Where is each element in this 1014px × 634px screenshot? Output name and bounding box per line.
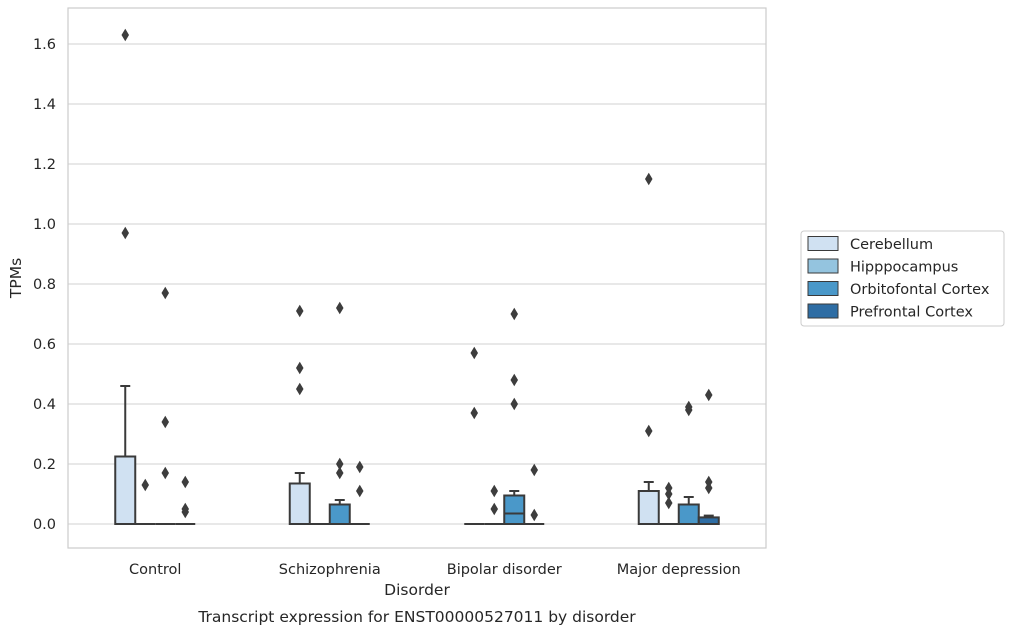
outlier-point — [295, 304, 304, 318]
outlier-point — [470, 346, 479, 360]
box-body — [677, 503, 700, 525]
outlier-point — [684, 400, 693, 414]
outlier-point — [510, 397, 519, 411]
legend: Cerebellum Hipppocampus Orbitofontal Corte… — [800, 230, 1005, 327]
grid-lines — [68, 43, 766, 525]
outlier-point — [704, 388, 713, 402]
box-1-3 — [658, 481, 679, 525]
outlier-point — [141, 478, 150, 492]
y-axis-label: TPMs — [7, 258, 25, 299]
outlier-point — [510, 373, 519, 387]
box-3-0 — [175, 475, 196, 525]
y-tick-label: 0.2 — [33, 457, 56, 473]
box-1-2 — [484, 484, 505, 525]
box-body — [637, 490, 660, 525]
y-tick-label: 1.0 — [33, 217, 56, 233]
box-0-0 — [114, 28, 137, 525]
outlier-point — [181, 502, 190, 516]
box-1-0 — [135, 478, 156, 525]
legend-label: Hipppocampus — [850, 260, 958, 276]
outlier-point — [161, 286, 170, 300]
box-2-1 — [328, 301, 351, 525]
x-tick-label: Bipolar disorder — [447, 562, 562, 578]
outlier-point — [121, 226, 130, 240]
y-tick-label: 0.8 — [33, 277, 56, 293]
outlier-point — [704, 475, 713, 489]
outlier-point — [355, 484, 364, 498]
x-tick-label: Control — [129, 562, 181, 578]
outlier-point — [664, 496, 673, 510]
outlier-point — [470, 406, 479, 420]
box-body — [288, 482, 311, 525]
y-axis-ticks: 0.0 0.2 0.4 0.6 0.8 1.0 1.2 1.4 1.6 — [33, 37, 56, 533]
box-0-2 — [464, 346, 485, 525]
x-tick-label: Major depression — [617, 562, 741, 578]
legend-swatch — [807, 258, 839, 274]
outlier-point — [335, 466, 344, 480]
outlier-point — [295, 382, 304, 396]
outlier-point — [510, 307, 519, 321]
box-3-1 — [349, 460, 370, 525]
outlier-point — [490, 502, 499, 516]
y-tick-label: 0.0 — [33, 517, 56, 533]
outlier-point — [295, 361, 304, 375]
box-2-2 — [503, 307, 526, 525]
y-tick-label: 1.6 — [33, 37, 56, 53]
legend-frame — [800, 230, 1005, 327]
box-3-3 — [697, 388, 720, 526]
box-body — [114, 455, 137, 525]
outlier-point — [664, 481, 673, 495]
box-0-1 — [288, 304, 311, 525]
outlier-point — [644, 424, 653, 438]
box-body — [503, 494, 526, 525]
legend-label: Orbitofontal Cortex — [850, 282, 990, 298]
y-tick-label: 0.4 — [33, 397, 56, 413]
legend-swatch — [807, 236, 839, 251]
x-axis-ticks: Control Schizophrenia Bipolar disorder Majo… — [129, 562, 741, 578]
legend-swatch — [807, 281, 839, 296]
y-tick-label: 1.4 — [33, 97, 56, 113]
y-tick-label: 0.6 — [33, 337, 56, 353]
x-axis-label: Disorder — [384, 581, 450, 599]
y-tick-label: 1.2 — [33, 157, 56, 173]
legend-label: Cerebellum — [850, 237, 933, 253]
box-plot-series — [114, 28, 720, 526]
box-2-3 — [677, 400, 700, 525]
plot-area-frame — [67, 7, 767, 549]
outlier-point — [335, 457, 344, 471]
legend-swatch — [807, 303, 839, 319]
outlier-point — [161, 466, 170, 480]
box-0-3 — [637, 172, 660, 525]
outlier-point — [181, 475, 190, 489]
box-3-2 — [524, 463, 545, 525]
box-body — [328, 503, 351, 525]
box-2-0 — [155, 286, 176, 525]
outlier-point — [530, 508, 539, 522]
outlier-point — [355, 460, 364, 474]
outlier-point — [530, 463, 539, 477]
outlier-point — [490, 484, 499, 498]
chart-caption: Transcript expression for ENST0000052701… — [197, 608, 636, 626]
legend-label: Prefrontal Cortex — [850, 305, 973, 321]
x-tick-label: Schizophrenia — [279, 562, 381, 578]
outlier-point — [121, 28, 130, 42]
outlier-point — [161, 415, 170, 429]
outlier-point — [335, 301, 344, 315]
outlier-point — [644, 172, 653, 186]
